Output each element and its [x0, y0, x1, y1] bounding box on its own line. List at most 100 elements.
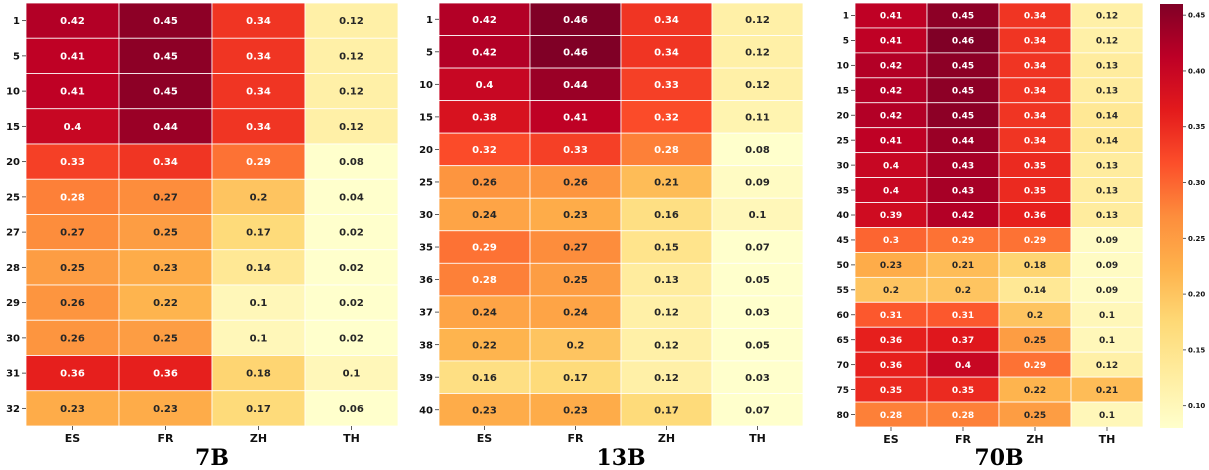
y-tick-label: 15 — [419, 112, 433, 123]
cell-value: 0.09 — [1096, 286, 1118, 296]
y-tick-label: 5 — [13, 51, 20, 62]
heatmap-cell — [926, 326, 1000, 353]
panel-title: 7B — [195, 445, 229, 470]
heatmap-cell — [118, 143, 213, 180]
y-tick-label: 10 — [6, 87, 20, 98]
heatmap-cell — [1070, 351, 1144, 378]
cell-value: 0.41 — [563, 112, 588, 123]
y-tick-label: 32 — [6, 404, 20, 415]
heatmap-cell — [529, 100, 622, 134]
cell-value: 0.46 — [952, 37, 974, 47]
cell-value: 0.29 — [1024, 236, 1046, 246]
cell-value: 0.16 — [472, 373, 497, 384]
cell-value: 0.31 — [880, 311, 902, 321]
y-tick-label: 5 — [843, 37, 849, 47]
heatmap-cell — [620, 2, 713, 36]
heatmap-cell — [304, 178, 399, 215]
panel-title: 70B — [974, 445, 1023, 470]
heatmap-cell — [1070, 77, 1144, 104]
cell-value: 0.25 — [60, 263, 85, 274]
heatmap-cell — [304, 108, 399, 145]
cell-value: 0.46 — [563, 15, 588, 26]
x-tick-label: ES — [477, 432, 493, 445]
cell-value: 0.12 — [1096, 37, 1118, 47]
cell-value: 0.36 — [880, 361, 902, 371]
heatmap-cell — [118, 390, 213, 427]
cell-value: 0.18 — [246, 369, 271, 380]
y-tick-label: 31 — [6, 369, 20, 380]
heatmap-cell — [529, 327, 622, 362]
heatmap-cell — [25, 214, 120, 251]
heatmap-cell — [854, 401, 928, 428]
cell-value: 0.15 — [654, 243, 679, 254]
colorbar-tick-label: 0.25 — [1188, 235, 1205, 243]
heatmap-cell — [854, 351, 928, 378]
cell-value: 0.05 — [745, 275, 770, 286]
heatmap-cell — [926, 152, 1000, 178]
heatmap-cell — [118, 178, 213, 215]
heatmap-cell — [998, 152, 1072, 178]
cell-value: 0.4 — [883, 186, 899, 196]
cell-value: 0.24 — [563, 308, 588, 319]
heatmap-cell — [304, 355, 399, 392]
cell-value: 0.06 — [339, 404, 364, 415]
heatmap-cell — [118, 73, 213, 110]
heatmap-cell — [118, 2, 213, 39]
cell-value: 0.13 — [1096, 87, 1118, 97]
cell-value: 0.1 — [250, 298, 268, 309]
cell-value: 0.28 — [654, 145, 679, 156]
cell-value: 0.34 — [153, 157, 178, 168]
y-tick-label: 20 — [836, 111, 849, 121]
cell-value: 0.4 — [476, 80, 494, 91]
heatmap-cell — [926, 401, 1000, 428]
heatmap-cell — [998, 202, 1072, 228]
heatmap-cell — [854, 326, 928, 353]
heatmap-cell — [529, 262, 622, 297]
heatmap-cell — [1070, 202, 1144, 228]
y-tick-label: 1 — [843, 12, 849, 22]
heatmap-cell — [211, 249, 306, 286]
cell-value: 0.12 — [339, 51, 364, 62]
heatmap-cell — [926, 27, 1000, 54]
cell-value: 0.38 — [472, 112, 497, 123]
heatmap-cell — [304, 390, 399, 427]
heatmap-cell — [998, 401, 1072, 428]
heatmap-cell — [711, 67, 804, 102]
heatmap-cell — [854, 227, 928, 253]
heatmap-cell — [711, 393, 804, 427]
cell-value: 0.25 — [563, 275, 588, 286]
x-tick-label: ZH — [658, 432, 675, 445]
cell-value: 0.32 — [654, 112, 679, 123]
cell-value: 0.26 — [563, 178, 588, 189]
cell-value: 0.44 — [153, 122, 178, 133]
colorbar-tick-label: 0.15 — [1188, 346, 1205, 354]
cell-value: 0.27 — [563, 243, 588, 254]
cell-value: 0.41 — [60, 87, 85, 98]
cell-value: 0.29 — [1024, 361, 1046, 371]
heatmap-cell — [711, 35, 804, 69]
cell-value: 0.44 — [563, 80, 588, 91]
x-tick-label: TH — [1099, 433, 1116, 446]
y-tick-label: 30 — [6, 333, 20, 344]
cell-value: 0.34 — [246, 122, 271, 133]
cell-value: 0.34 — [1024, 87, 1046, 97]
heatmap-cell — [438, 100, 531, 134]
heatmap-cell — [926, 177, 1000, 203]
cell-value: 0.43 — [952, 161, 974, 171]
y-tick-label: 35 — [419, 243, 433, 254]
cell-value: 0.34 — [654, 47, 679, 58]
x-tick-label: FR — [568, 432, 585, 445]
cell-value: 0.2 — [567, 340, 585, 351]
heatmap-cell — [304, 143, 399, 180]
x-tick-label: ES — [883, 433, 899, 446]
cell-value: 0.09 — [1096, 236, 1118, 246]
y-tick-label: 70 — [836, 361, 849, 371]
y-tick-label: 5 — [426, 47, 433, 58]
heatmap-cell — [711, 100, 804, 134]
cell-value: 0.12 — [745, 80, 770, 91]
cell-value: 0.45 — [952, 87, 974, 97]
cell-value: 0.12 — [339, 16, 364, 27]
heatmap-cell — [854, 252, 928, 278]
cell-value: 0.4 — [955, 361, 971, 371]
cell-value: 0.08 — [339, 157, 364, 168]
